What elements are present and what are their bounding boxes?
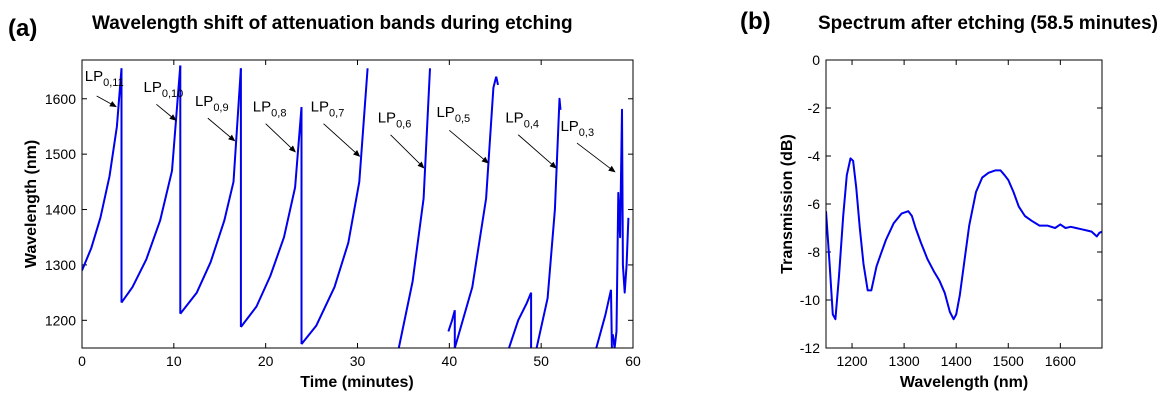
panel-b-ytick-label: -2 (808, 100, 821, 116)
band-annotation-arrowhead (608, 165, 616, 173)
band-annotation-arrow (156, 103, 172, 117)
band-annotation-arrowhead (549, 161, 557, 169)
panel-a-xtick-label: 10 (166, 353, 182, 369)
panel-b-xtick-label: 1300 (889, 353, 920, 369)
band-annotation-arrowhead (417, 161, 425, 169)
band-annotation-label: LP0,3 (560, 118, 594, 139)
panel-b-ytick-label: -12 (800, 340, 820, 356)
wavelength-series-segment (397, 68, 431, 348)
band-annotation-arrowhead (481, 156, 489, 164)
panel-a-xtick-label: 20 (258, 353, 274, 369)
band-annotation-label: LP0,11 (85, 68, 124, 89)
panel-a-plot-frame (81, 59, 634, 349)
panel-b-series (826, 157, 1102, 321)
panel-b-xtick-label: 1400 (941, 353, 972, 369)
band-annotation-arrowhead (109, 101, 117, 108)
wavelength-series-segment (535, 97, 562, 348)
band-annotation-arrow (265, 123, 292, 148)
panel-a-ytick-label: 1400 (45, 202, 76, 218)
band-annotation-arrowhead (169, 114, 177, 121)
panel-a-ylabel: Wavelength (nm) (23, 140, 40, 268)
panel-a-series (82, 65, 630, 348)
panel-b-xtick-label: 1600 (1045, 353, 1076, 369)
wavelength-series-segment (595, 289, 612, 348)
band-annotation-arrow (96, 95, 111, 105)
band-annotation-label: LP0,10 (144, 79, 184, 100)
band-annotation-label: LP0,5 (436, 104, 470, 125)
panel-a-xtick-label: 60 (625, 353, 641, 369)
panel-b-xlabel: Wavelength (nm) (900, 374, 1028, 391)
wavelength-series-segment (610, 289, 613, 348)
band-annotation-label: LP0,9 (195, 93, 229, 114)
band-annotation-label: LP0,4 (505, 110, 539, 131)
panel-b-label: (b) (740, 8, 771, 35)
band-annotation-arrow (449, 129, 484, 160)
panel-a-annotations: LP0,11 LP0,10 LP0,9 LP0,8 LP0,7 LP0,6 LP0,5 LP0… (85, 68, 616, 173)
panel-a-xtick-label: 0 (78, 353, 86, 369)
panel-b-ytick-label: -8 (808, 244, 821, 260)
band-annotation-arrow (207, 117, 231, 138)
wavelength-series-segment (300, 68, 369, 345)
wavelength-series-segment (508, 292, 533, 348)
band-annotation-arrow (323, 123, 356, 153)
panel-b-xtick-label: 1500 (993, 353, 1024, 369)
wavelength-series-segment (82, 68, 123, 271)
wavelength-series-segment (120, 65, 182, 304)
panel-b-ytick-label: 0 (812, 52, 820, 68)
panel-a: (a) Wavelength shift of attenuation band… (8, 13, 641, 391)
band-annotation-arrowhead (288, 145, 296, 153)
panel-a-xtick-label: 30 (350, 353, 366, 369)
band-annotation-arrow (390, 134, 420, 164)
panel-b-plot-frame (825, 59, 1103, 349)
panel-b-ytick-label: -6 (808, 196, 821, 212)
panel-b-title: Spectrum after etching (58.5 minutes) (818, 13, 1158, 34)
panel-a-label: (a) (8, 15, 37, 42)
panel-a-ytick-label: 1300 (45, 257, 76, 273)
wavelength-series-segment (453, 76, 498, 348)
panel-a-xtick-label: 50 (533, 353, 549, 369)
panel-a-xtick-label: 40 (442, 353, 458, 369)
band-annotation-arrow (576, 142, 611, 169)
wavelength-series-segment (495, 76, 499, 86)
transmission-spectrum-line (826, 157, 1102, 321)
panel-a-ytick-label: 1600 (45, 91, 76, 107)
band-annotation-label: LP0,7 (311, 99, 345, 120)
panel-a-ticks: 0 10 20 30 40 50 60 1200 1300 1400 1500 1600 (45, 60, 641, 369)
panel-a-xlabel: Time (minutes) (300, 374, 414, 391)
band-annotation-label: LP0,6 (378, 110, 412, 131)
panel-b-ylabel: Transmission (dB) (779, 134, 796, 274)
band-annotation-arrowhead (228, 134, 236, 142)
panel-a-ytick-label: 1500 (45, 146, 76, 162)
panel-b-xtick-label: 1200 (836, 353, 867, 369)
panel-b: (b) Spectrum after etching (58.5 minutes… (740, 8, 1158, 391)
panel-b-ticks: 1200 1300 1400 1500 1600 0 -2 -4 -6 -8 -10 -12 (800, 52, 1102, 369)
panel-b-ytick-label: -4 (808, 148, 821, 164)
wavelength-series-segment (240, 107, 303, 328)
band-annotation-label: LP0,8 (253, 99, 287, 120)
panel-a-ytick-label: 1200 (45, 312, 76, 328)
panel-a-title: Wavelength shift of attenuation bands du… (92, 13, 573, 34)
band-annotation-arrowhead (353, 150, 361, 157)
panel-b-ytick-label: -10 (800, 292, 820, 308)
wavelength-series-segment (611, 108, 630, 348)
band-annotation-arrow (517, 134, 552, 165)
wavelength-series-segment (179, 68, 242, 315)
